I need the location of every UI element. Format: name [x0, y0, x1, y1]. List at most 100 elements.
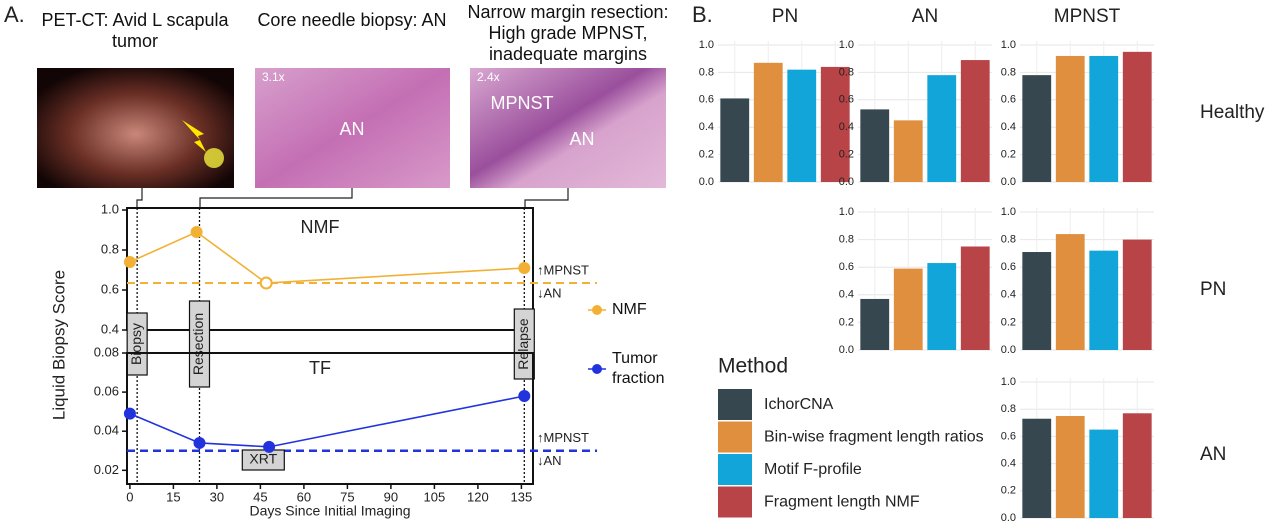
event-box — [126, 312, 148, 376]
x-tick-label: 45 — [253, 489, 267, 504]
x-tick-label: 0 — [126, 489, 133, 504]
x-tick-label: 105 — [424, 489, 446, 504]
bar — [960, 60, 990, 182]
legend-dot — [592, 364, 602, 374]
y-tick-label: 1.0 — [839, 206, 854, 218]
threshold-label: ↑MPNST — [537, 262, 589, 277]
y-tick-label: 1.0 — [1001, 39, 1016, 51]
x-tick-label: 90 — [384, 489, 398, 504]
point — [518, 262, 531, 274]
tumor-hotspot — [204, 148, 224, 168]
y-tick-label: 1.0 — [1001, 376, 1016, 388]
bar — [787, 69, 817, 182]
y-tick-label: 1.0 — [839, 39, 854, 51]
arrow — [182, 120, 206, 152]
subplot-title: NMF — [301, 217, 340, 237]
x-tick-label: 120 — [467, 489, 489, 504]
y-tick-label: 1.0 — [699, 39, 714, 51]
y-tick-label: 0.2 — [839, 316, 854, 328]
legend-swatch — [718, 454, 752, 485]
bar — [820, 66, 850, 182]
image-label: 2.4x — [477, 70, 500, 84]
y-tick-label: 0.6 — [1001, 430, 1016, 442]
bar — [753, 62, 783, 183]
y-tick-label: 0.6 — [839, 261, 854, 273]
bar — [960, 246, 990, 350]
bar — [893, 120, 923, 182]
legend-label: Motif F-profile — [764, 461, 862, 478]
row-header: PN — [1200, 279, 1226, 300]
panel-label: A. — [4, 2, 25, 27]
y-tick-label: 0.2 — [839, 149, 854, 161]
y-tick-label: 0.0 — [1001, 176, 1016, 188]
x-tick-label: 15 — [166, 489, 180, 504]
y-tick-label: 0.6 — [839, 94, 854, 106]
x-tick-label: 135 — [511, 489, 533, 504]
legend-label: Bin-wise fragment length ratios — [764, 429, 984, 446]
image-caption: PET-CT: Avid L scapula tumor — [41, 10, 229, 51]
y-tick-label: 0.4 — [101, 321, 119, 336]
y-tick-label: 0.6 — [699, 94, 714, 106]
bar — [1089, 429, 1119, 518]
y-tick-label: 0.0 — [1001, 344, 1016, 356]
y-tick-label: 0.8 — [1001, 234, 1016, 246]
y-tick-label: 0.6 — [101, 281, 119, 296]
legend-label: Tumor fraction — [612, 350, 665, 387]
bar — [1055, 234, 1085, 350]
legend-swatch — [718, 389, 752, 420]
biopsy-image — [255, 68, 450, 188]
y-tick-label: 0.8 — [699, 66, 714, 78]
bar — [1122, 51, 1152, 182]
series-line — [129, 395, 525, 448]
threshold-label: ↓AN — [537, 453, 562, 468]
subplot-title: TF — [309, 358, 331, 378]
point — [123, 407, 136, 420]
y-tick-label: 0.8 — [1001, 66, 1016, 78]
y-tick-label: 0.2 — [1001, 485, 1016, 497]
legend-dot — [592, 305, 602, 315]
y-tick-label: 0.8 — [839, 234, 854, 246]
bar — [893, 268, 923, 350]
legend-label: Fragment length NMF — [764, 494, 920, 511]
resection-image — [470, 68, 666, 188]
y-tick-label: 0.6 — [1001, 94, 1016, 106]
bar — [860, 109, 890, 182]
row-header: Healthy — [1200, 102, 1265, 123]
threshold-label: ↑MPNST — [537, 430, 589, 445]
x-tick-label: 75 — [340, 489, 354, 504]
image-label: AN — [339, 119, 364, 139]
bar — [1089, 250, 1119, 350]
y-tick-label: 0.4 — [1001, 289, 1016, 301]
row-header: AN — [1200, 444, 1226, 465]
event-box — [513, 308, 535, 380]
bar — [1122, 239, 1152, 350]
bar — [1022, 252, 1052, 350]
bar — [1022, 418, 1052, 518]
point — [123, 256, 136, 268]
pet-image — [37, 68, 234, 188]
event-box — [188, 300, 211, 388]
y-tick-label: 0.2 — [699, 149, 714, 161]
point — [263, 440, 276, 453]
y-tick-label: 0.6 — [1001, 261, 1016, 273]
y-tick-label: 0.08 — [94, 344, 119, 359]
y-tick-label: 0.4 — [1001, 121, 1016, 133]
legend-swatch — [718, 486, 752, 518]
y-tick-label: 0.06 — [94, 384, 119, 399]
image-caption: Narrow margin resection: High grade MPNS… — [467, 2, 669, 64]
series-line — [129, 231, 525, 284]
bar — [1122, 413, 1152, 518]
threshold-label: ↓AN — [537, 285, 562, 300]
x-tick-label: 60 — [297, 489, 311, 504]
y-tick-label: 0.0 — [699, 176, 714, 188]
y-tick-label: 0.8 — [839, 66, 854, 78]
y-tick-label: 0.8 — [1001, 403, 1016, 415]
column-header: AN — [912, 6, 938, 27]
point — [259, 276, 273, 290]
bar — [1055, 416, 1085, 518]
column-header: MPNST — [1054, 6, 1121, 27]
event-label: XRT — [249, 451, 277, 467]
point — [193, 436, 206, 449]
